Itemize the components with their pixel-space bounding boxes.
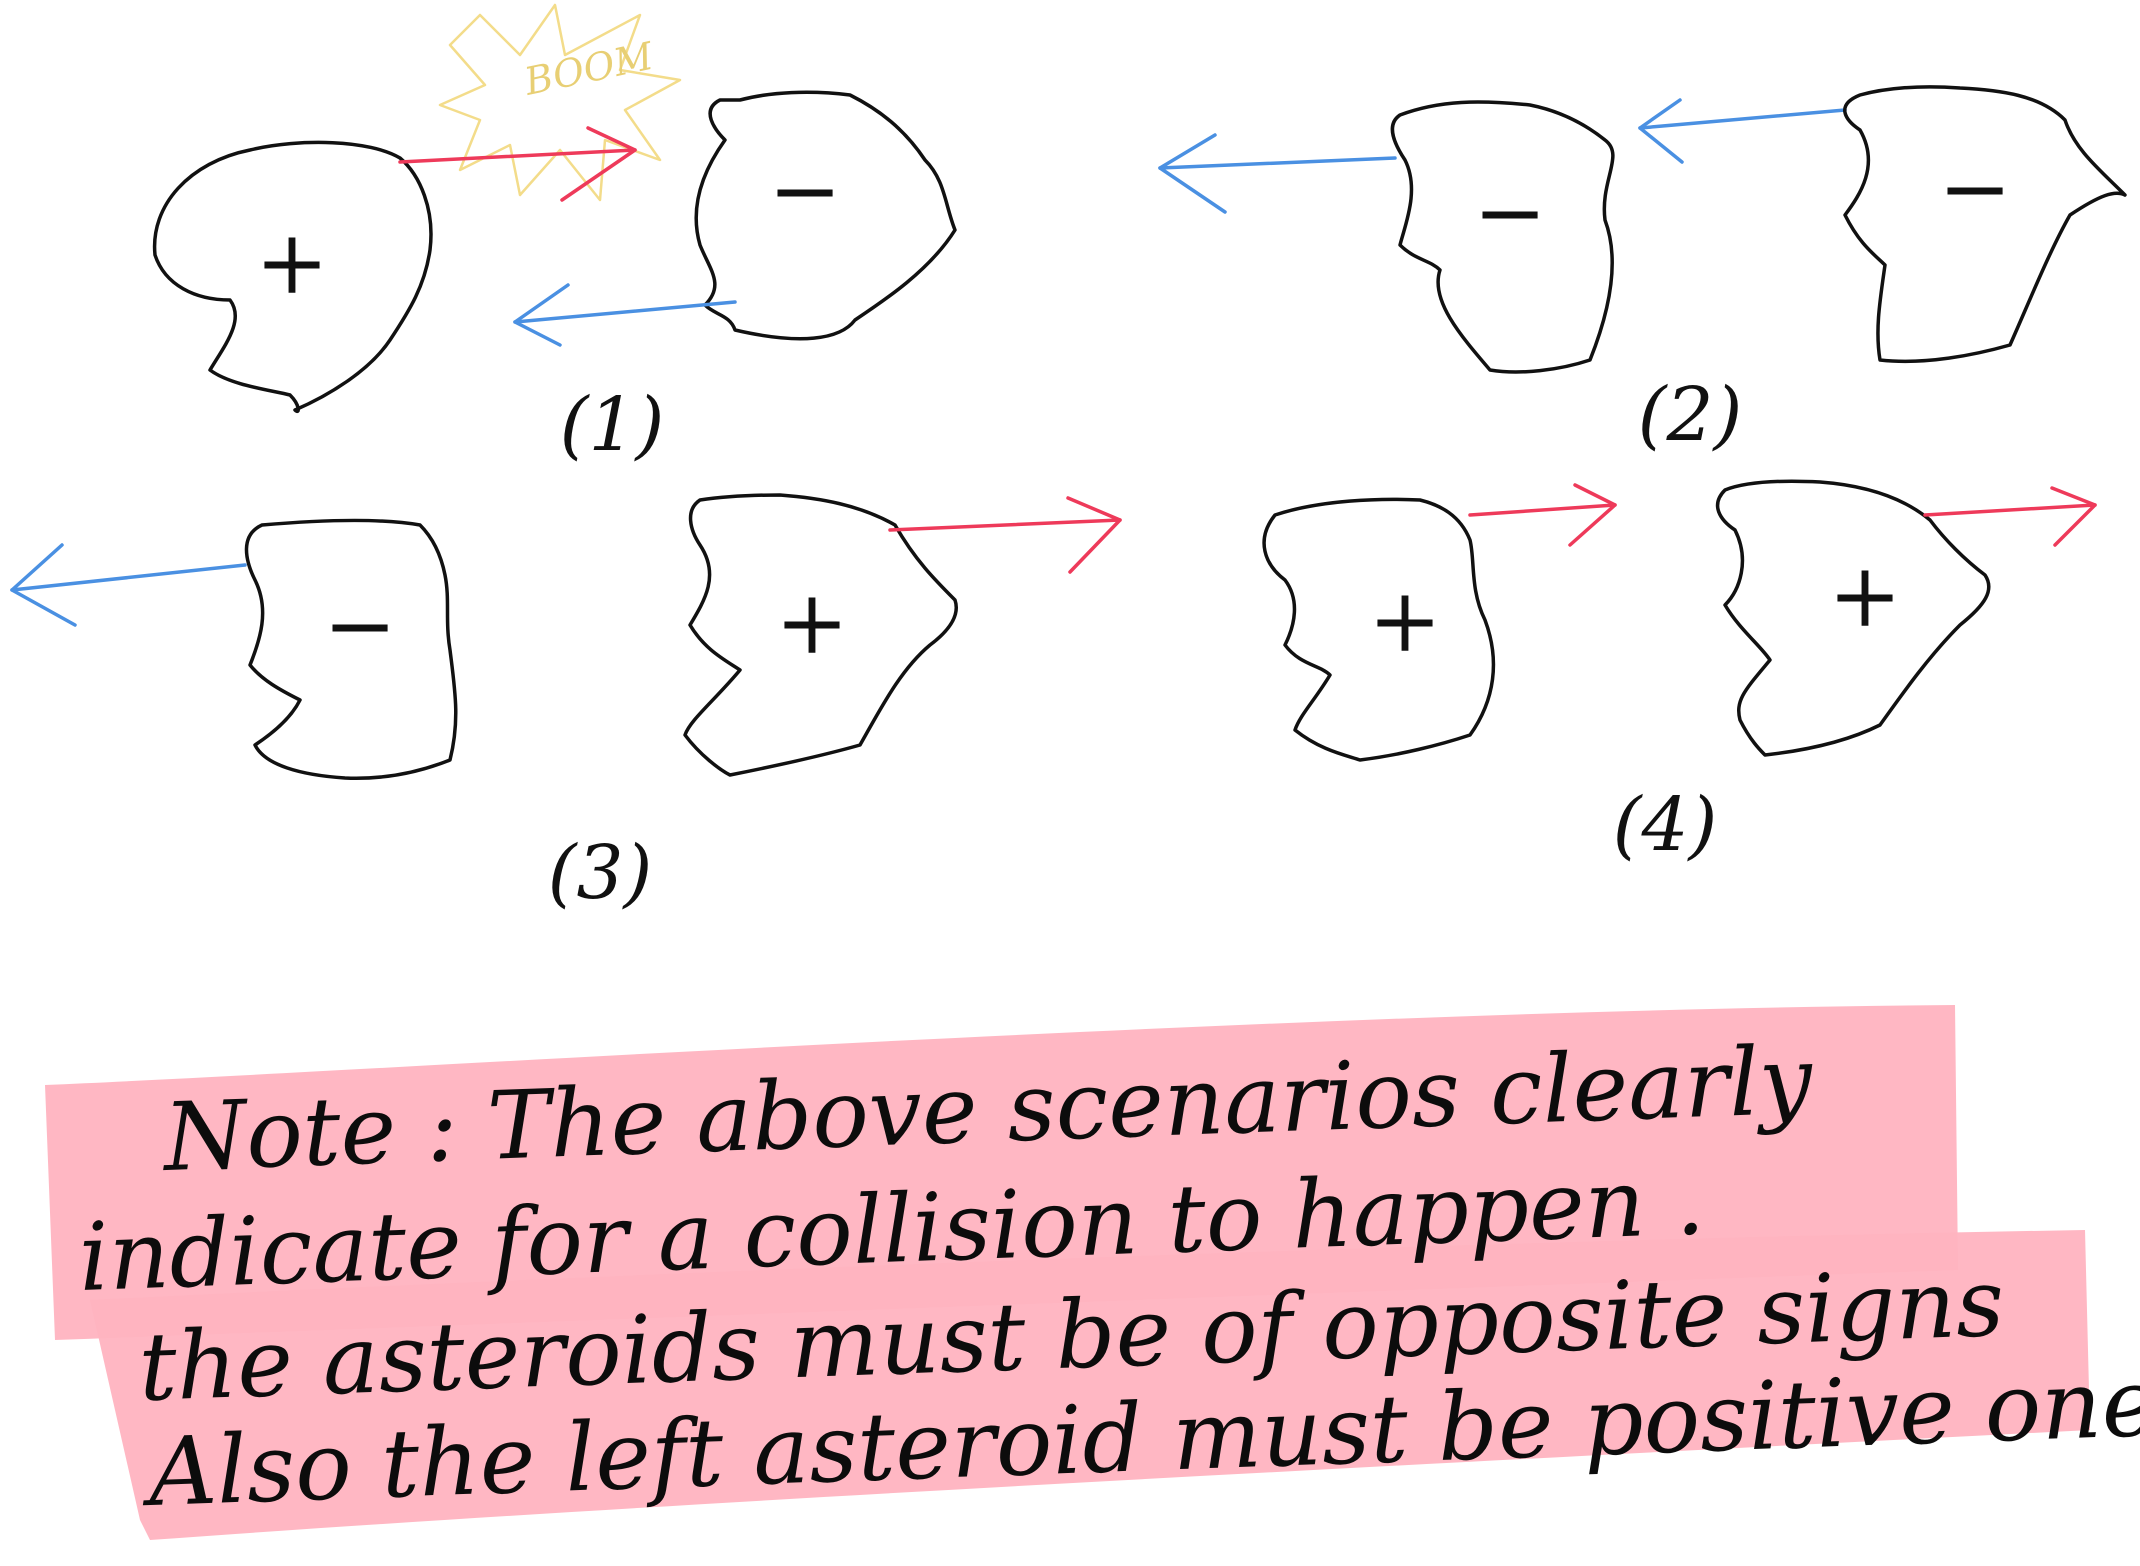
asteroid-sign: + (1828, 544, 1902, 647)
asteroid-shape (1390, 100, 1615, 374)
asteroid-shape (1715, 479, 1991, 757)
asteroid-sign: − (1938, 137, 2012, 240)
asteroid-shape (1262, 497, 1496, 762)
left-arrow (513, 283, 737, 347)
asteroid-shape (683, 493, 958, 777)
scenario-4: + + (4) (1262, 479, 2097, 868)
asteroid-shape (1843, 85, 2127, 364)
left-arrow (1638, 98, 1847, 164)
scenario-label: (4) (1613, 782, 1718, 868)
scenario-label: (2) (1638, 372, 1743, 458)
asteroid-sign: + (1368, 569, 1442, 672)
highlight-band (90, 1230, 2090, 1540)
scenario-1: BOOM + − (1) (152, 3, 957, 468)
left-arrow (1158, 133, 1397, 214)
scenario-label: (3) (548, 830, 653, 916)
asteroid-shape (694, 90, 957, 341)
left-arrow (10, 543, 247, 627)
asteroid-sign: − (1473, 161, 1547, 264)
scenario-label: (1) (560, 382, 665, 468)
right-arrow (888, 496, 1122, 574)
boom-text: BOOM (520, 34, 658, 104)
scenario-2: − − (2) (1158, 85, 2127, 458)
right-arrow (1923, 486, 2097, 547)
scenario-3: − + (3) (10, 493, 1122, 916)
boom-burst: BOOM (438, 3, 682, 202)
asteroid-shape (244, 518, 458, 781)
asteroid-sign: − (323, 574, 397, 677)
asteroid-sign: + (255, 211, 329, 314)
asteroid-sign: + (775, 571, 849, 674)
note-block: Note : The above scenarios clearly indic… (45, 1005, 2140, 1540)
right-arrow (1468, 483, 1617, 547)
asteroid-shape (152, 140, 433, 413)
asteroid-sign: − (768, 139, 842, 242)
right-arrow (398, 126, 637, 202)
